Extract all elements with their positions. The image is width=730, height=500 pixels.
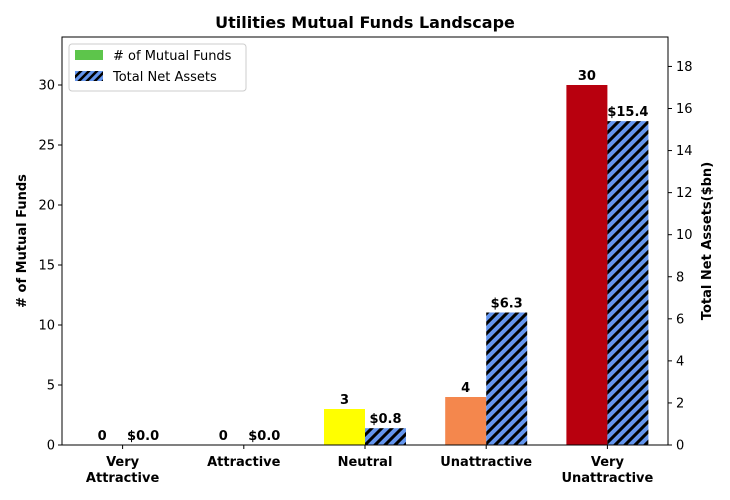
y2-tick-label: 6 [676,312,684,327]
plot-frame [61,36,669,446]
y-tick-label: 5 [47,379,55,394]
y2-axis-title: Total Net Assets($bn) [700,162,715,320]
data-label-net-assets: $6.3 [491,297,523,312]
bar-mutual-funds [445,397,487,445]
y-tick-label: 15 [38,259,55,274]
y-tick-label: 20 [38,199,55,214]
data-label-net-assets: $0.8 [369,412,401,427]
bar-net-assets [365,428,406,445]
y2-tick-label: 10 [676,228,693,243]
legend: # of Mutual Funds Total Net Assets [68,43,247,92]
data-label-net-assets: $0.0 [248,429,280,444]
legend-swatch-net-assets [75,71,103,81]
chart-title: Utilities Mutual Funds Landscape [215,13,515,32]
y2-tick-label: 16 [676,102,693,117]
y2-tick-label: 14 [676,144,693,159]
data-label-mutual-funds: 0 [98,429,107,444]
x-tick-label: Unattractive [440,455,532,470]
x-tick-label: Attractive [207,455,281,470]
x-tick-label: Very [106,455,140,470]
y-axis-title: # of Mutual Funds [15,174,30,308]
data-label-net-assets: $15.4 [607,105,648,120]
data-label-mutual-funds: 4 [461,381,470,396]
legend-label-net-assets: Total Net Assets [112,70,217,85]
y2-tick-label: 2 [676,396,684,411]
y2-tick-label: 18 [676,60,693,75]
legend-swatch-mutual-funds [75,50,103,60]
data-label-net-assets: $0.0 [127,429,159,444]
y-tick-label: 30 [38,79,55,94]
x-tick-label: Neutral [338,455,393,470]
y2-tick-label: 0 [676,439,684,454]
y2-tick-label: 4 [676,354,684,369]
x-tick-label: Very [591,455,625,470]
y-tick-label: 10 [38,319,55,334]
x-tick-label: Attractive [86,471,160,486]
y-tick-label: 0 [47,439,55,454]
data-label-mutual-funds: 0 [219,429,228,444]
legend-frame [68,43,247,92]
legend-label-mutual-funds: # of Mutual Funds [113,49,232,64]
bar-mutual-funds [566,85,608,445]
data-label-mutual-funds: 3 [340,393,349,408]
bar-mutual-funds [324,409,365,445]
x-tick-label: Unattractive [561,471,653,486]
bar-net-assets [486,312,528,445]
y2-tick-label: 12 [676,186,693,201]
data-label-mutual-funds: 30 [578,69,596,84]
bar-net-assets [607,121,649,445]
y2-tick-label: 8 [676,270,684,285]
y-tick-label: 25 [38,139,55,154]
